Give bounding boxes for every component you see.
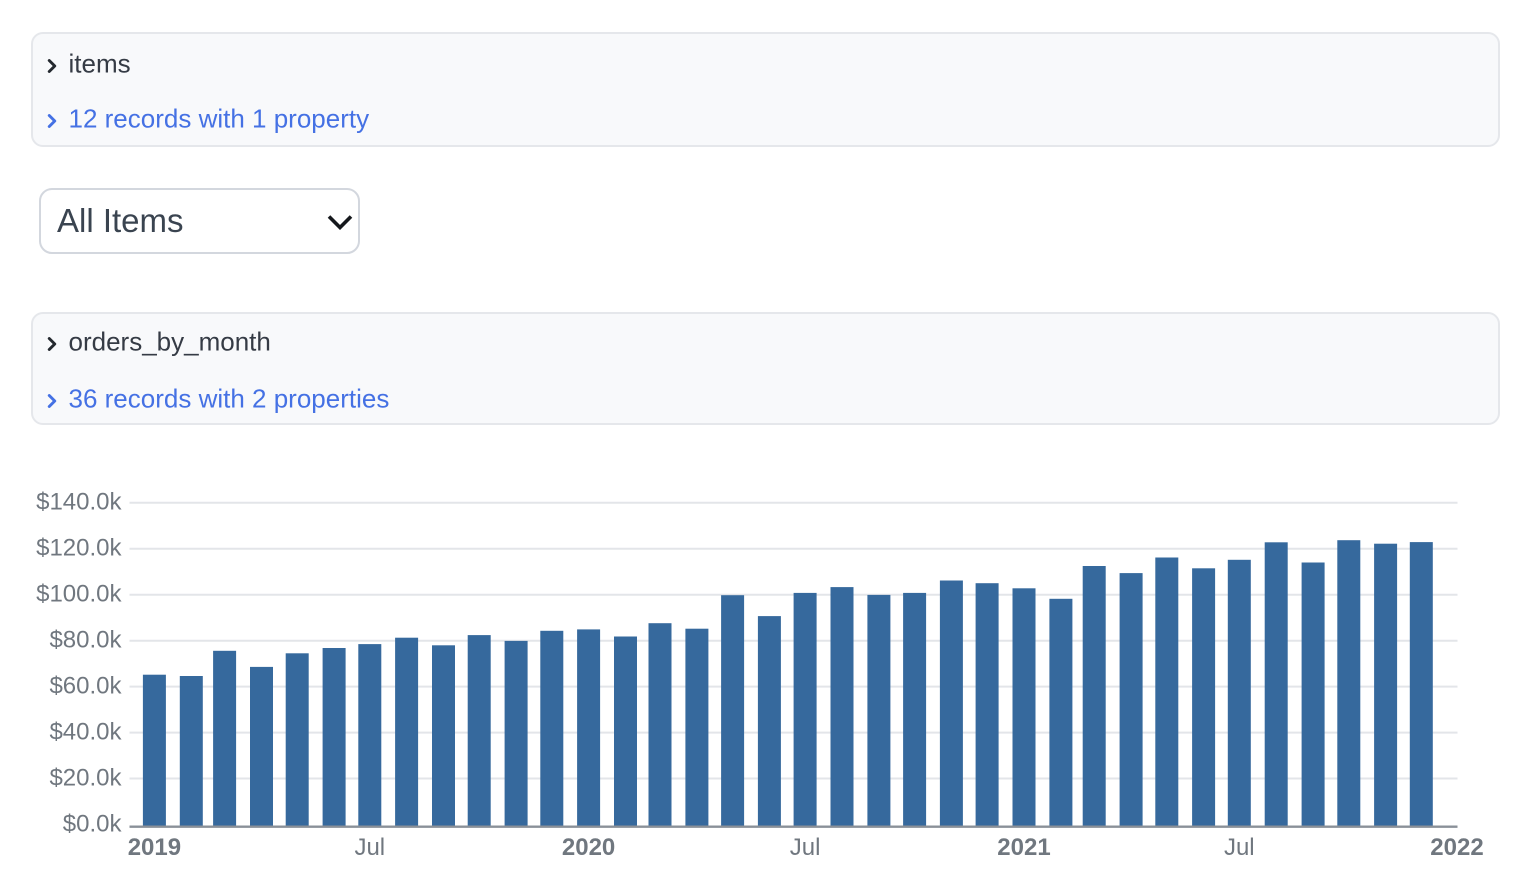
svg-text:$0.0k: $0.0k <box>63 810 123 837</box>
svg-text:$40.0k: $40.0k <box>49 718 122 745</box>
svg-text:$100.0k: $100.0k <box>36 581 122 608</box>
svg-text:2022: 2022 <box>1430 834 1483 861</box>
svg-text:$60.0k: $60.0k <box>49 672 122 699</box>
svg-text:Jul: Jul <box>354 834 385 861</box>
svg-text:$140.0k: $140.0k <box>36 489 122 516</box>
svg-text:2021: 2021 <box>997 834 1050 861</box>
svg-text:Jul: Jul <box>790 834 821 861</box>
svg-text:$20.0k: $20.0k <box>49 764 122 791</box>
svg-text:$120.0k: $120.0k <box>36 535 122 562</box>
svg-text:2019: 2019 <box>128 834 181 861</box>
svg-text:Jul: Jul <box>1224 834 1255 861</box>
svg-text:2020: 2020 <box>562 834 615 861</box>
svg-text:$80.0k: $80.0k <box>49 627 122 654</box>
